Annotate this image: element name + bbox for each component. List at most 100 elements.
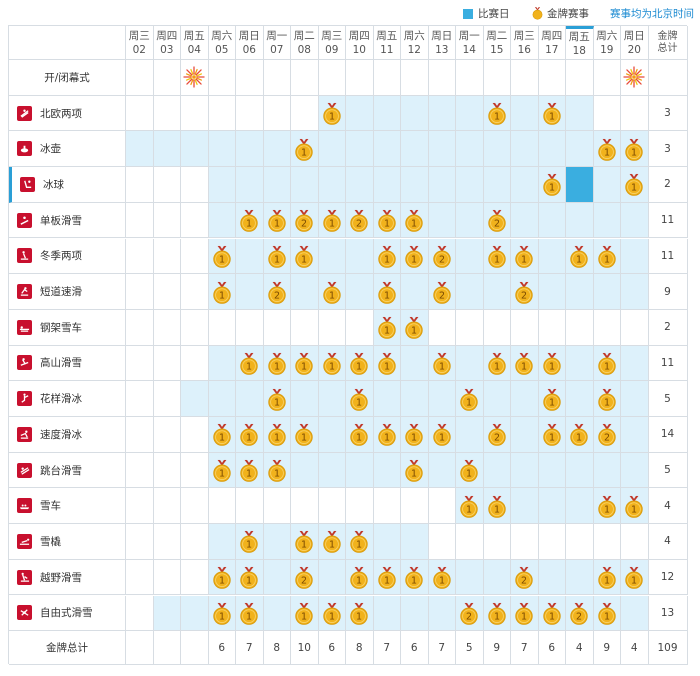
sport-label-cell[interactable]: 高山滑雪: [9, 345, 126, 382]
sport-label-cell[interactable]: 单板滑雪: [9, 202, 126, 239]
gold-medal-icon: 1: [515, 352, 533, 375]
day-total-cell: 7: [373, 631, 401, 666]
sport-label-cell[interactable]: 钢架雪车: [9, 309, 126, 346]
sport-row[interactable]: 雪车 1 1 1 1 4: [9, 488, 688, 525]
gold-medal-icon: 1: [268, 424, 286, 447]
medal-count: 1: [274, 219, 280, 230]
medal-count: 1: [631, 183, 637, 194]
sport-row[interactable]: 跳台滑雪 1 1 1 1 1 5: [9, 452, 688, 489]
sport-row[interactable]: 短道速滑 1 2 1 1 2 2 9: [9, 274, 688, 310]
day-header-07[interactable]: 周一 07: [263, 26, 291, 60]
gold-medal-icon: 1: [488, 245, 506, 268]
sport-row[interactable]: 速度滑冰 1 1 1 1 1 1 1 1 2 1 1 2 14: [9, 417, 688, 453]
day-header-02[interactable]: 周三 02: [126, 26, 154, 60]
day-header-03[interactable]: 周四 03: [153, 26, 181, 60]
sport-row[interactable]: 北欧两项 1 1 1 3: [9, 95, 688, 132]
day-medal-total: 9: [603, 641, 611, 654]
medal-count: 1: [301, 147, 307, 158]
competition-day-cell: [456, 345, 484, 382]
sport-medal-total: 5: [664, 464, 671, 477]
day-header-11[interactable]: 周五 11: [373, 26, 401, 60]
competition-day-cell: [346, 274, 374, 310]
sport-label-cell[interactable]: 短道速滑: [9, 274, 126, 310]
sport-label-cell[interactable]: 越野滑雪: [9, 559, 126, 596]
day-header-10[interactable]: 周四 10: [346, 26, 374, 60]
day-header-08[interactable]: 周二 08: [291, 26, 319, 60]
sport-label-cell[interactable]: 花样滑冰: [9, 381, 126, 417]
competition-day-cell: [538, 452, 566, 489]
day-header-15[interactable]: 周二 15: [483, 26, 511, 60]
gold-medal-icon: 1: [240, 424, 258, 447]
sport-label-cell[interactable]: 自由式滑雪: [9, 595, 126, 632]
sport-label-cell[interactable]: 速度滑冰: [9, 417, 126, 453]
competition-day-cell: [401, 381, 429, 417]
competition-day-cell: 1: [263, 345, 291, 382]
sport-row[interactable]: 冰球 1 1 2: [9, 167, 688, 203]
medal-count: 1: [246, 611, 252, 622]
competition-day-cell: [208, 131, 236, 168]
sport-label-cell[interactable]: 跳台滑雪: [9, 452, 126, 489]
gold-medal-icon: 1: [378, 424, 396, 447]
medal-count: 1: [384, 361, 390, 372]
day-header-12[interactable]: 周六 12: [401, 26, 429, 60]
sport-label-cell[interactable]: 雪车: [9, 488, 126, 525]
ceremony-day-cell: [456, 60, 484, 96]
competition-day-cell: [428, 131, 456, 168]
competition-day-cell: 1: [428, 559, 456, 596]
day-header-13[interactable]: 周日 13: [428, 26, 456, 60]
gold-medal-icon: 1: [515, 245, 533, 268]
day-header-20[interactable]: 周日 20: [621, 26, 649, 60]
day-total-cell: 7: [236, 631, 264, 666]
day-header-16[interactable]: 周三 16: [511, 26, 539, 60]
sport-row[interactable]: 冰壶 1 1 1 3: [9, 131, 688, 168]
date-label: 16: [517, 43, 531, 56]
competition-day-cell: 1: [621, 559, 649, 596]
day-header-17[interactable]: 周四 17: [538, 26, 566, 60]
ceremony-label: 开/闭幕式: [44, 71, 90, 84]
weekday-label: 周一: [458, 29, 480, 42]
day-medal-total: 7: [245, 641, 253, 654]
sport-label-cell[interactable]: 冰壶: [9, 131, 126, 168]
sport-label-cell[interactable]: 冬季两项: [9, 238, 126, 275]
sport-row[interactable]: 单板滑雪 1 1 2 1 2 1 1 2 11: [9, 202, 688, 239]
curling-icon: [17, 141, 32, 157]
date-label: 06: [242, 43, 256, 56]
sport-label-cell[interactable]: 雪橇: [9, 524, 126, 560]
competition-day-cell: [318, 381, 346, 417]
gold-medal-icon: 1: [598, 602, 616, 625]
weekday-label: 周四: [156, 29, 178, 42]
day-header-06[interactable]: 周日 06: [236, 26, 264, 60]
schedule-cell: [263, 95, 291, 132]
competition-day-cell: 1: [318, 202, 346, 239]
day-header-09[interactable]: 周三 09: [318, 26, 346, 60]
day-medal-total: 4: [630, 641, 638, 654]
sport-label-cell[interactable]: 冰球: [9, 167, 126, 203]
gold-medal-icon: 2: [488, 424, 506, 447]
day-header-04[interactable]: 周五 04: [181, 26, 209, 60]
total-header-line2: 总计: [657, 42, 678, 54]
day-header-05[interactable]: 周六 05: [208, 26, 236, 60]
medal-count: 2: [604, 433, 610, 444]
ceremony-day-cell: [428, 60, 456, 96]
day-header-18[interactable]: 周五 18: [566, 26, 594, 60]
sport-label-cell[interactable]: 北欧两项: [9, 95, 126, 132]
day-header-19[interactable]: 周六 19: [593, 26, 621, 60]
sport-row[interactable]: 高山滑雪 1 1 1 1 1 1 1 1 1 1 1 11: [9, 345, 688, 382]
competition-day-cell: 1: [346, 381, 374, 417]
schedule-cell: [593, 524, 621, 560]
competition-day-cell: 1: [373, 238, 401, 275]
sport-row[interactable]: 自由式滑雪 1 1 1 1 1 2 1 1 1 2 1 13: [9, 595, 688, 632]
day-header-14[interactable]: 周一 14: [456, 26, 484, 60]
sport-row[interactable]: 钢架雪车 1 1 2: [9, 309, 688, 346]
sport-row[interactable]: 越野滑雪 1 1 2 1 1 1 1 2 1 1 12: [9, 559, 688, 596]
schedule-cell: [153, 309, 181, 346]
sport-total-cell: 4: [648, 524, 688, 560]
sport-row[interactable]: 雪橇 1 1 1 1 4: [9, 524, 688, 560]
sport-row[interactable]: 冬季两项 1 1 1 1 1 2 1 1 1 1 11: [9, 238, 688, 275]
schedule-cell: [621, 95, 649, 132]
sport-row[interactable]: 花样滑冰 1 1 1 1 1 5: [9, 381, 688, 417]
gold-medal-icon: 2: [515, 567, 533, 590]
gold-medal-icon: 1: [625, 174, 643, 197]
gold-medal-icon: 1: [295, 602, 313, 625]
competition-day-cell: [346, 131, 374, 168]
